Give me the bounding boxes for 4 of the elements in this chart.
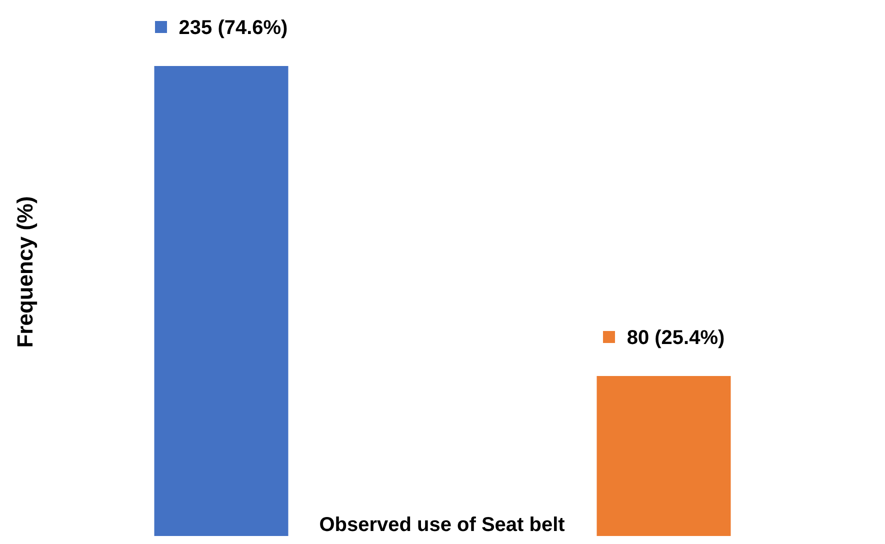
y-axis-title: Frequency (%) [12, 196, 38, 348]
x-axis-title: Observed use of Seat belt [319, 514, 566, 536]
data-label: 80 (25.4%) [626, 327, 725, 349]
data-label: 235 (74.6%) [178, 17, 288, 39]
